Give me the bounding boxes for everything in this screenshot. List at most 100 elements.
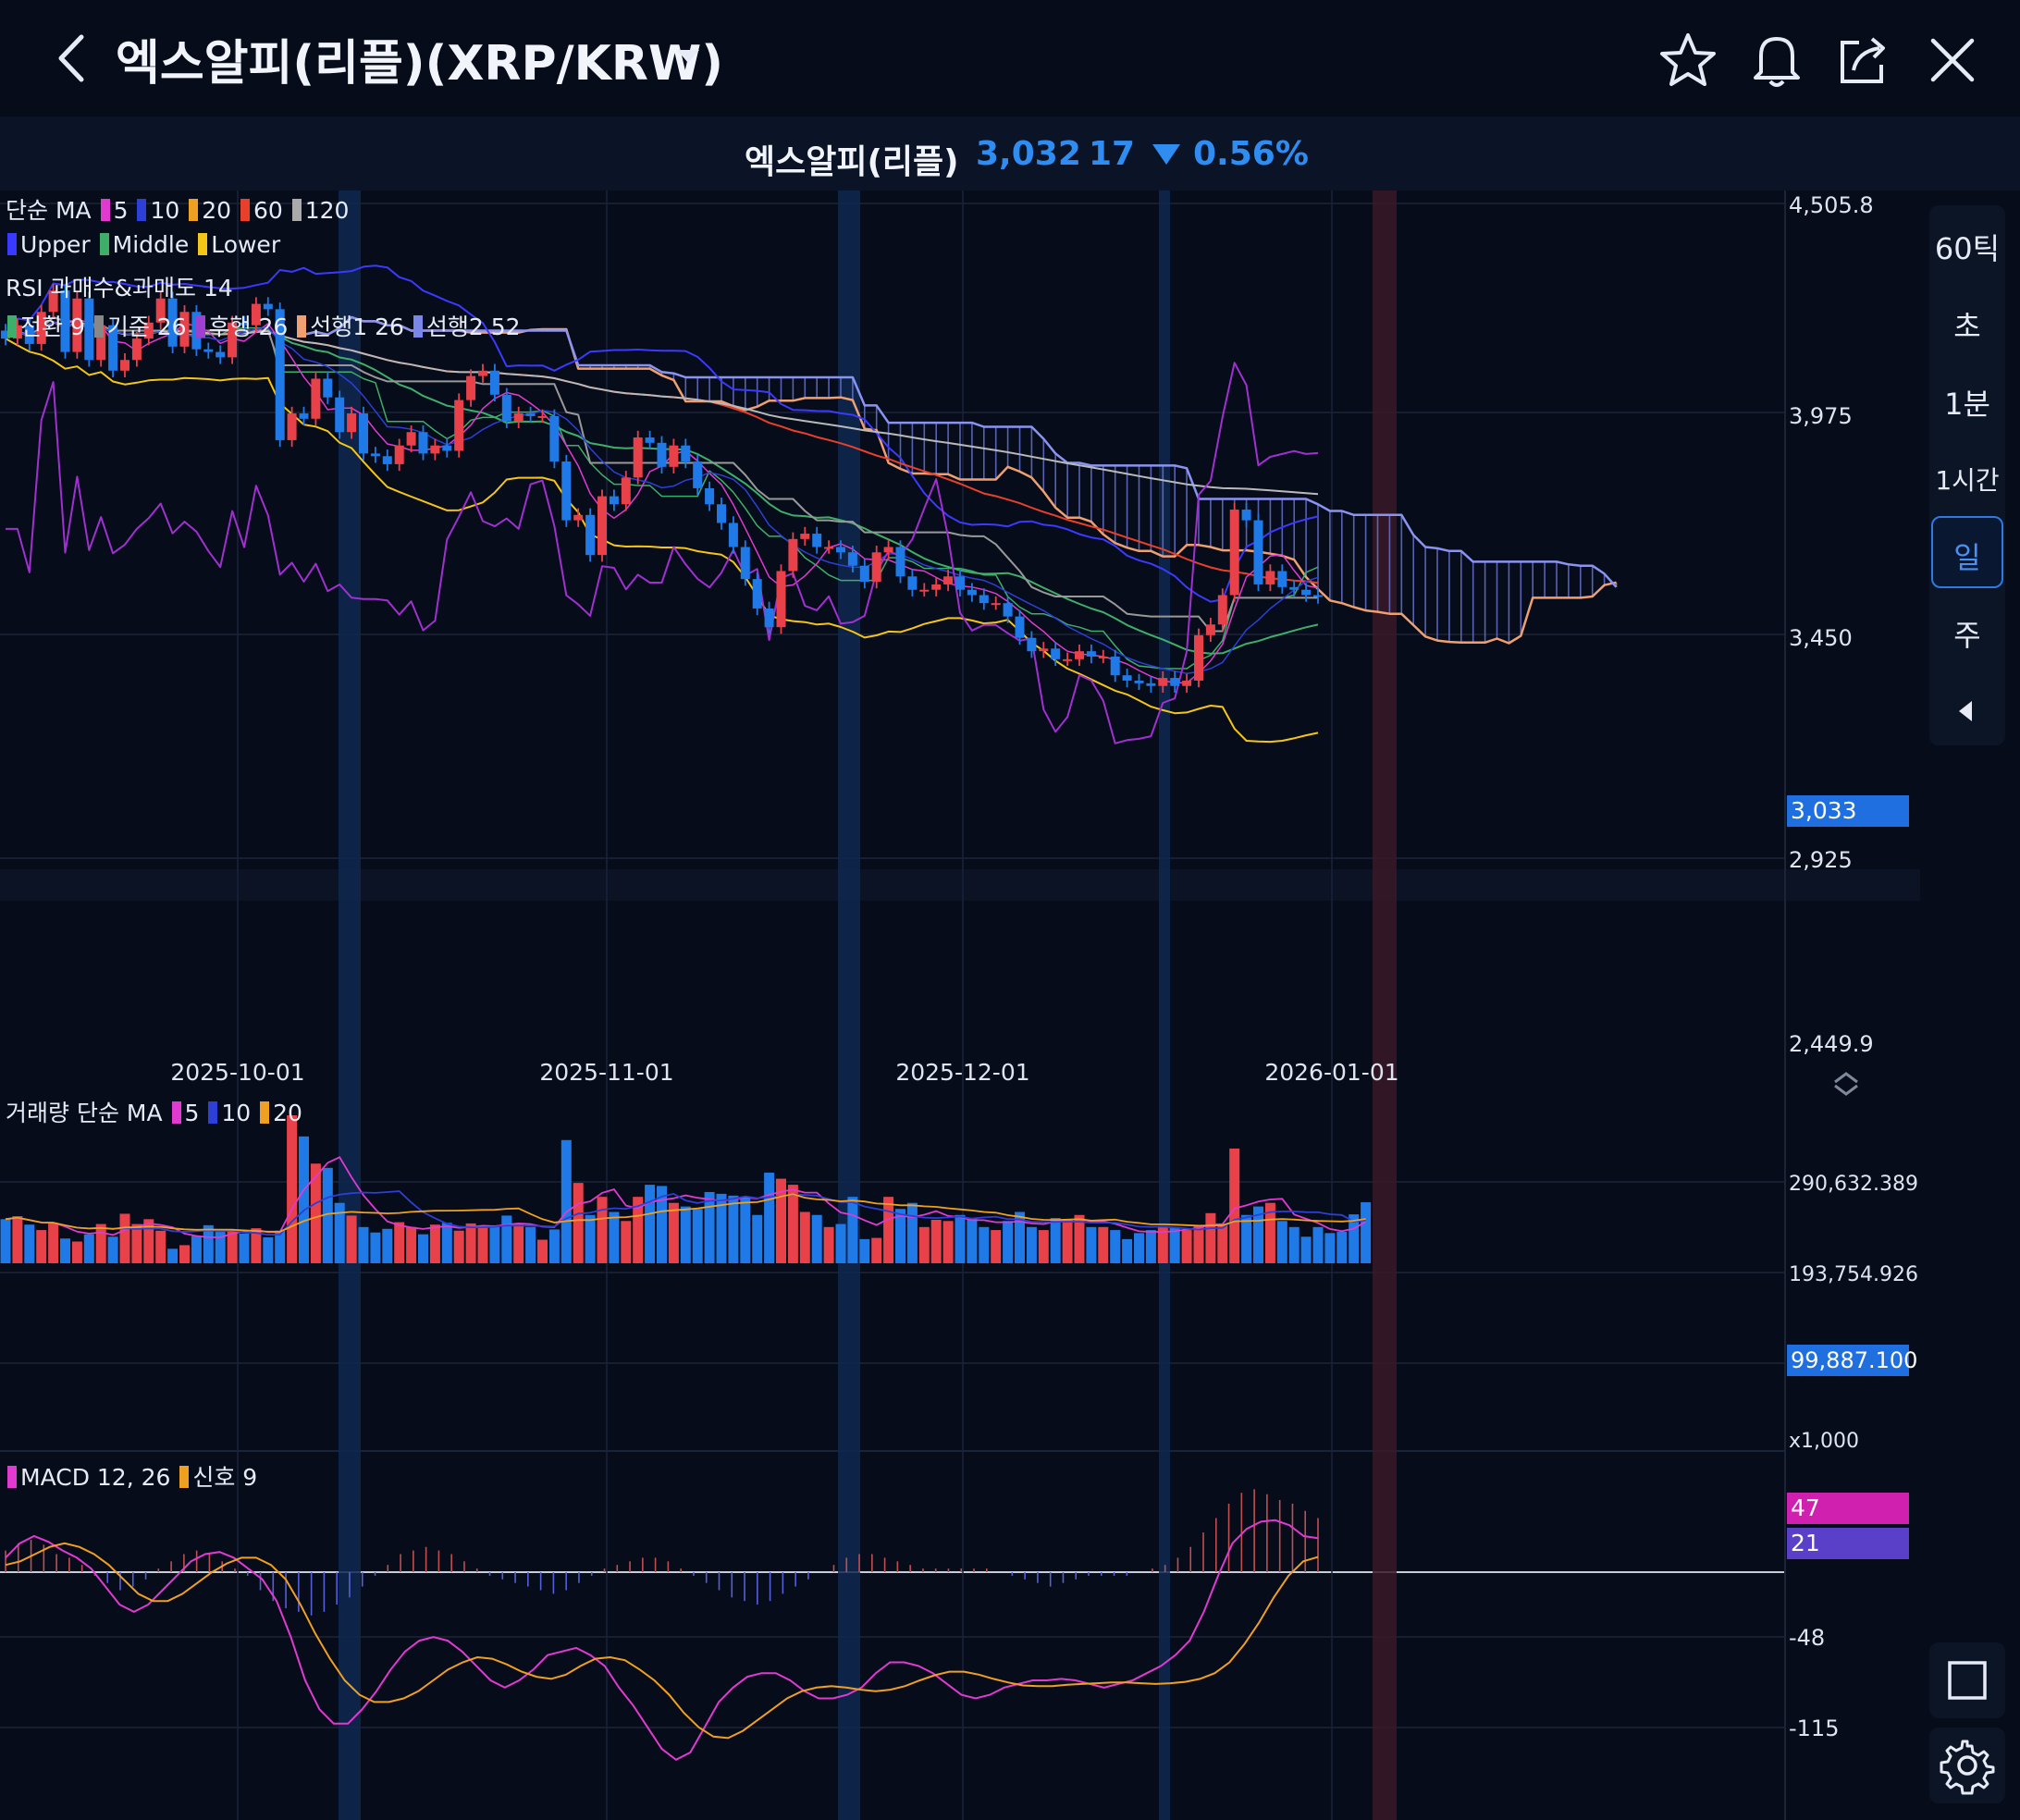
candle-body [179, 312, 190, 347]
timeframe-1min[interactable]: 1분 [1944, 387, 1990, 422]
bollinger-upper-line [5, 264, 1319, 603]
volume-bar [609, 1211, 620, 1263]
candle-body [585, 514, 596, 556]
candle-body [240, 322, 249, 326]
quote-name: 엑스알피(리플) [745, 143, 959, 181]
timeframe-60tick[interactable]: 60틱 [1934, 231, 2001, 266]
bell-icon[interactable] [1744, 28, 1809, 92]
candle-body [228, 322, 238, 358]
page-title[interactable]: 엑스알피(리플)(XRP/KRW) [116, 36, 724, 92]
ichimoku-base-line [5, 316, 1318, 633]
volume-bar [239, 1234, 250, 1263]
candle-body [478, 370, 487, 376]
bollinger-legend: Upper Middle Lower [6, 231, 280, 258]
volume-bar [942, 1221, 954, 1263]
volume-bar [1074, 1214, 1085, 1263]
price-axis-label: 2,449.9 [1789, 1031, 1874, 1057]
candle-body [645, 437, 655, 443]
candle-body [216, 351, 226, 358]
volume-bar [955, 1214, 966, 1263]
candle-body [859, 565, 869, 583]
volume-bar [560, 1139, 572, 1263]
volume-bar [36, 1230, 47, 1263]
ma-legend-label: 단순 MA [6, 197, 92, 224]
macd-legend: MACD 12, 26 신호 9 [6, 1459, 257, 1493]
candle-body [251, 303, 261, 326]
volume-bar [0, 1219, 11, 1263]
candle-body [311, 378, 321, 419]
candle-body [1241, 510, 1251, 521]
bb-middle-label: Middle [112, 231, 190, 258]
candle-body [1134, 680, 1144, 683]
volume-bar [716, 1193, 727, 1263]
timeframe-week[interactable]: 주 [1953, 618, 1981, 653]
volume-bar [1015, 1211, 1025, 1263]
volume-bar [143, 1219, 154, 1263]
layout-toggle-button[interactable] [1929, 1642, 2005, 1718]
macd-panel [5, 1489, 1319, 1761]
candle-body [633, 437, 643, 478]
settings-button[interactable] [1929, 1728, 2005, 1803]
volume-bar [71, 1241, 82, 1263]
volume-bar [83, 1234, 94, 1263]
timeframe-selector: 60틱 초 1분 1시간 일 주 [1929, 205, 2005, 745]
timeframe-1hour[interactable]: 1시간 [1935, 465, 2000, 496]
volume-bar [155, 1230, 166, 1263]
candle-body [705, 487, 715, 505]
ma5-label: 5 [113, 197, 129, 224]
share-icon[interactable] [1831, 28, 1896, 92]
volume-bar [406, 1226, 417, 1263]
candle-body [1194, 634, 1203, 681]
candle-body [1205, 624, 1215, 635]
bb-upper-label: Upper [20, 231, 91, 258]
collapse-arrow-icon[interactable] [1959, 701, 1972, 721]
volume-bar [1110, 1230, 1121, 1263]
candle-body [1122, 675, 1132, 681]
price-axis-label: 2,925 [1789, 847, 1853, 873]
volume-bar [370, 1232, 381, 1263]
volume-bar [1336, 1232, 1348, 1263]
macd-label: MACD 12, 26 [20, 1464, 171, 1491]
vol-ma10-label: 10 [221, 1100, 252, 1126]
back-arrow-icon[interactable] [46, 26, 102, 91]
volume-bar [621, 1221, 632, 1263]
candle-body [96, 325, 106, 361]
candle-body [1110, 656, 1120, 676]
candle-body [1289, 586, 1299, 590]
price-axis-label: 3,450 [1789, 625, 1853, 651]
volume-legend: 거래량 단순 MA 5 10 20 [6, 1095, 302, 1128]
volume-bar [394, 1222, 405, 1263]
dropdown-caret-icon[interactable] [677, 50, 699, 63]
volume-bar [191, 1236, 202, 1263]
star-icon[interactable] [1656, 28, 1720, 92]
volume-bar [1229, 1148, 1240, 1263]
candle-body [167, 298, 178, 347]
volume-ma5-line [5, 1156, 1367, 1238]
candle-body [1015, 616, 1025, 638]
volume-bar [275, 1230, 286, 1263]
date-label: 2026-01-01 [1264, 1059, 1398, 1086]
candle-body [120, 360, 129, 371]
price-chart[interactable]: 4,505.8 3,975 3,450 2,925 2,449.9 290,632.389… [0, 191, 1920, 1820]
candle-body [752, 579, 762, 609]
volume-bar [597, 1197, 608, 1263]
volume-axis-label: 193,754.926 [1789, 1263, 1918, 1286]
candle-body [573, 514, 584, 521]
timeframe-day[interactable]: 일 [1953, 540, 1981, 575]
ma-legend: 단순 MA 5 10 20 60 120 [6, 192, 349, 226]
volume-bar [1026, 1226, 1037, 1263]
candle-body [812, 534, 822, 547]
candle-body [1265, 571, 1275, 584]
candle-body [394, 445, 404, 464]
candle-body [1253, 520, 1263, 584]
macd-axis-label: -115 [1789, 1715, 1839, 1741]
quote-change: 17 [1089, 135, 1136, 173]
volume-bar [776, 1178, 786, 1263]
candle-body [1051, 648, 1061, 659]
volume-bar [60, 1238, 70, 1263]
timeframe-second[interactable]: 초 [1953, 309, 1981, 344]
close-icon[interactable] [1920, 28, 1985, 92]
volume-bar [501, 1215, 512, 1263]
volume-bar [752, 1214, 763, 1263]
candle-body [155, 298, 166, 323]
